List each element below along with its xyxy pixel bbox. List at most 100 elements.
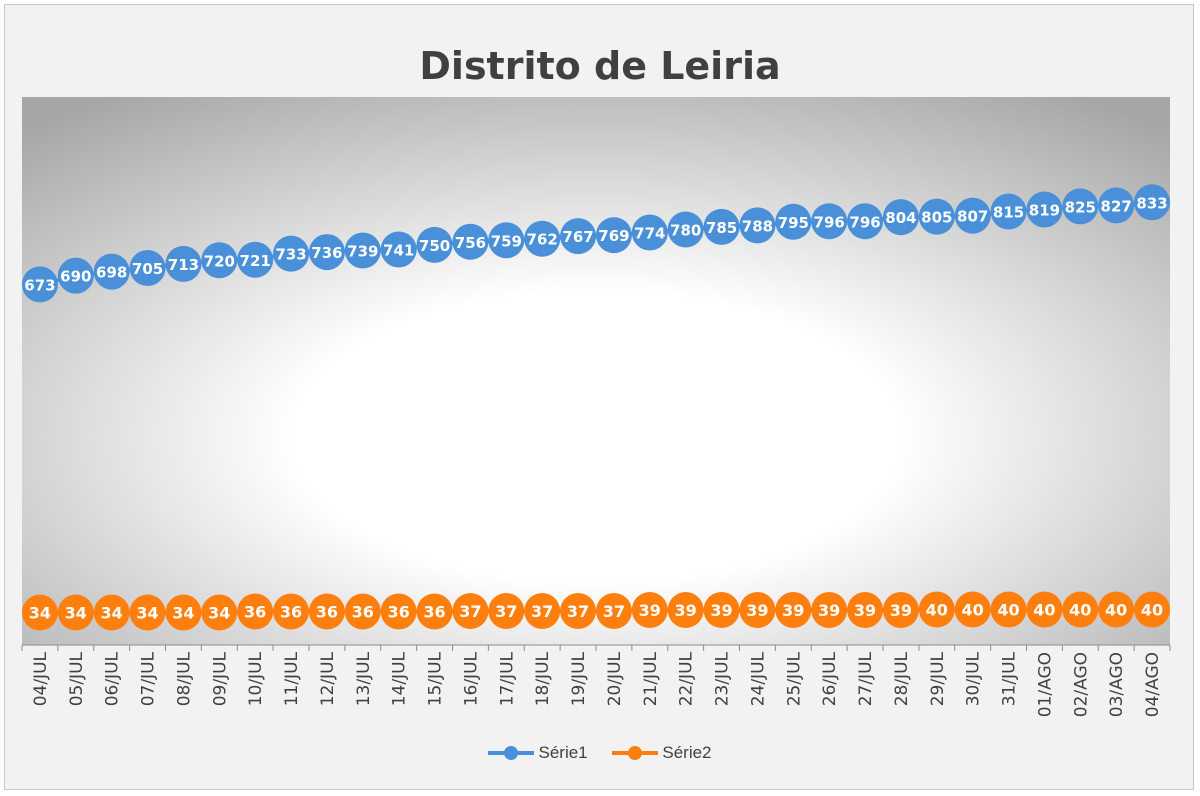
data-label: 736 (311, 244, 342, 262)
data-point (847, 203, 884, 240)
x-tick-label: 05/JUL (67, 651, 87, 706)
data-label: 37 (459, 602, 481, 621)
x-tick-label: 07/JUL (139, 651, 159, 706)
data-point (380, 593, 417, 630)
data-point (631, 591, 668, 628)
x-tick-label: 26/JUL (820, 651, 840, 706)
data-label: 39 (782, 601, 804, 620)
data-point (452, 223, 489, 260)
data-label: 705 (132, 260, 163, 278)
data-point (344, 232, 381, 269)
data-label: 36 (316, 603, 338, 622)
data-point (488, 593, 525, 630)
data-point (918, 198, 955, 235)
data-point (775, 203, 812, 240)
data-label: 756 (455, 234, 486, 252)
data-label: 40 (926, 600, 948, 619)
data-point (93, 594, 130, 631)
data-point (165, 594, 202, 631)
data-point (57, 257, 94, 294)
x-tick-label: 04/JUL (31, 651, 51, 706)
data-label: 739 (347, 243, 378, 261)
data-point (1062, 591, 1099, 628)
data-point (129, 249, 166, 286)
data-label: 39 (854, 601, 876, 620)
data-label: 36 (352, 603, 374, 622)
data-label: 785 (706, 219, 737, 237)
data-point (21, 266, 58, 303)
data-label: 804 (885, 209, 916, 227)
data-point (847, 591, 884, 628)
data-point (1098, 187, 1135, 224)
x-tick-label: 16/JUL (461, 651, 481, 706)
data-point (882, 199, 919, 236)
x-tick-label: 08/JUL (174, 651, 194, 706)
legend-item-serie2: Série2 (612, 743, 712, 763)
data-label: 827 (1101, 197, 1132, 215)
data-point (954, 197, 991, 234)
data-point (380, 231, 417, 268)
data-point (990, 591, 1027, 628)
data-point (667, 211, 704, 248)
data-label: 713 (168, 256, 199, 274)
data-point (595, 593, 632, 630)
data-point (1026, 591, 1063, 628)
data-label: 34 (101, 604, 123, 623)
data-point (560, 218, 597, 255)
data-label: 788 (742, 217, 773, 235)
x-tick-label: 02/AGO (1071, 652, 1091, 717)
data-point (237, 593, 274, 630)
data-label: 40 (1069, 600, 1091, 619)
x-tick-label: 30/JUL (964, 651, 984, 706)
data-point (524, 220, 561, 257)
data-label: 762 (527, 231, 558, 249)
data-label: 39 (710, 601, 732, 620)
legend: Série1 Série2 (0, 740, 1200, 763)
data-label: 39 (818, 601, 840, 620)
x-tick-label: 25/JUL (784, 651, 804, 706)
x-tick-label: 23/JUL (713, 651, 733, 706)
data-label: 807 (957, 208, 988, 226)
data-point (129, 594, 166, 631)
x-tick-label: 29/JUL (928, 651, 948, 706)
data-point (703, 208, 740, 245)
x-tick-label: 13/JUL (354, 651, 374, 706)
data-point (811, 203, 848, 240)
data-point (273, 593, 310, 630)
data-label: 36 (280, 603, 302, 622)
data-point (560, 593, 597, 630)
legend-label-serie1: Série1 (538, 743, 588, 762)
data-label: 698 (96, 264, 127, 282)
x-tick-label: 03/AGO (1107, 652, 1127, 717)
data-label: 805 (921, 209, 952, 227)
data-label: 759 (491, 232, 522, 250)
x-tick-label: 12/JUL (318, 651, 338, 706)
data-point (524, 593, 561, 630)
data-point (811, 591, 848, 628)
data-point (308, 234, 345, 271)
legend-swatch-serie2 (612, 746, 659, 760)
data-point (595, 217, 632, 254)
data-label: 34 (172, 604, 194, 623)
data-point (631, 214, 668, 251)
data-label: 690 (60, 268, 91, 286)
data-label: 769 (598, 227, 629, 245)
x-tick-label: 17/JUL (497, 651, 517, 706)
data-point (990, 193, 1027, 230)
data-label: 833 (1136, 194, 1167, 212)
data-point (273, 235, 310, 272)
data-label: 37 (567, 602, 589, 621)
data-label: 40 (1033, 600, 1055, 619)
data-label: 36 (423, 603, 445, 622)
x-tick-label: 14/JUL (390, 651, 410, 706)
data-label: 825 (1065, 198, 1096, 216)
data-label: 34 (29, 604, 51, 623)
legend-item-serie1: Série1 (488, 743, 588, 763)
data-label: 795 (778, 214, 809, 232)
data-label: 37 (603, 602, 625, 621)
data-label: 819 (1029, 201, 1060, 219)
data-label: 780 (670, 221, 701, 239)
x-tick-label: 21/JUL (641, 651, 661, 706)
data-label: 796 (814, 213, 845, 231)
